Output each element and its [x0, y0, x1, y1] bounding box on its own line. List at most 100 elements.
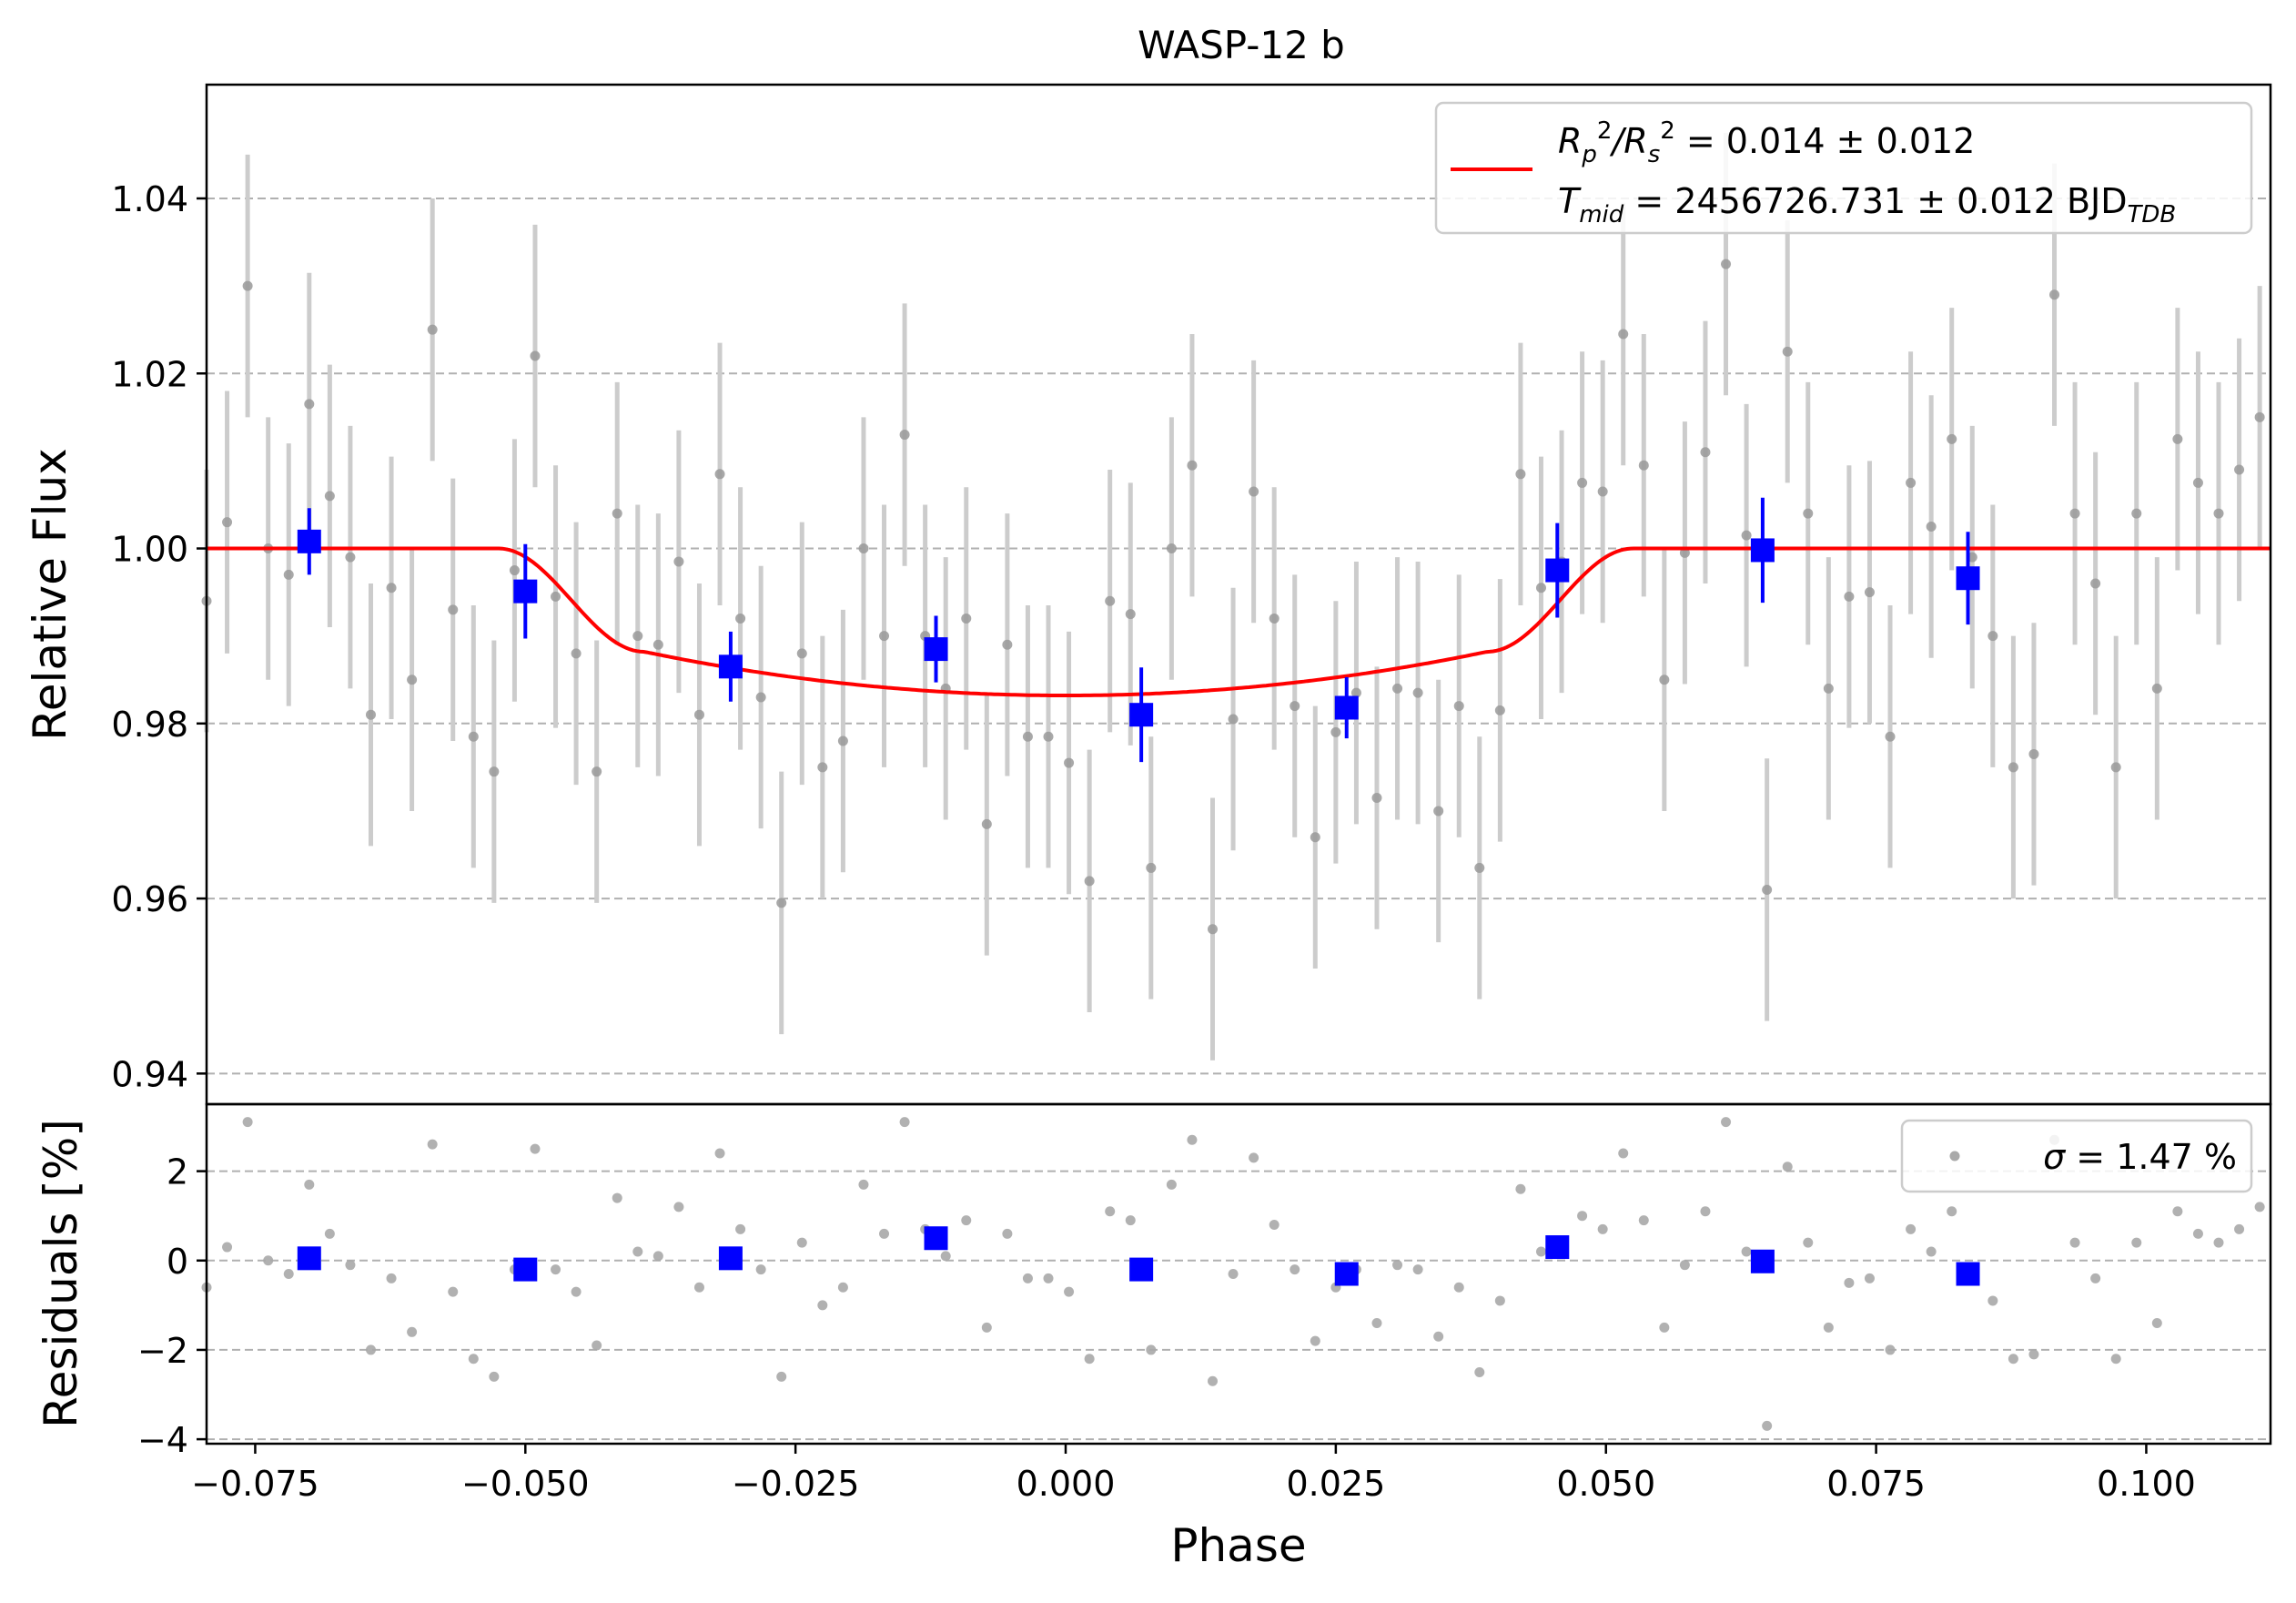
data-point — [632, 631, 643, 642]
residual-point — [571, 1286, 582, 1297]
residual-point — [879, 1228, 890, 1239]
data-point — [1208, 924, 1219, 935]
residual-point — [1535, 1246, 1546, 1257]
binned-point — [718, 654, 743, 679]
data-point — [837, 736, 848, 746]
residual-point — [345, 1260, 356, 1271]
legend-depth-text: Rp2/Rs2 = 0.014 ± 0.012 — [1558, 117, 1975, 168]
data-point — [222, 517, 233, 528]
data-point — [2008, 762, 2018, 773]
data-point — [1412, 687, 1423, 698]
residuals-y-ticks: −4 −2 0 2 — [137, 1152, 207, 1460]
residual-point — [2151, 1317, 2162, 1328]
residual-point — [961, 1215, 972, 1226]
residual-point — [592, 1340, 602, 1351]
residual-point — [1249, 1152, 1259, 1163]
residual-point — [2028, 1349, 2039, 1360]
data-point — [1926, 521, 1937, 532]
residual-point — [242, 1117, 253, 1128]
data-point — [652, 639, 663, 650]
data-point — [693, 709, 704, 720]
residual-point — [1474, 1366, 1485, 1377]
data-point — [530, 350, 541, 361]
data-point — [1906, 477, 1917, 488]
residual-point — [1166, 1179, 1177, 1190]
binned-point — [924, 637, 948, 662]
residual-point — [2131, 1237, 2142, 1248]
residual-point — [1269, 1220, 1279, 1231]
data-point — [1885, 731, 1896, 742]
residuals-binned-points — [297, 1226, 1980, 1286]
residual-point — [2254, 1202, 2265, 1212]
residual-point — [1105, 1206, 1116, 1217]
data-point — [1146, 862, 1157, 873]
residual-point — [817, 1300, 828, 1311]
data-point — [1864, 587, 1875, 598]
data-point — [879, 631, 890, 642]
residuals-legend-box — [1900, 1119, 2253, 1193]
residual-point — [386, 1273, 397, 1283]
x-tick-label: 0.025 — [1286, 1464, 1385, 1504]
residual-point — [222, 1242, 233, 1253]
data-point — [365, 709, 376, 720]
data-point — [489, 766, 500, 777]
legend-box — [1434, 101, 2253, 235]
data-point — [592, 766, 602, 777]
data-point — [673, 556, 684, 567]
transit-model-line — [207, 546, 2271, 697]
data-point — [1228, 714, 1239, 725]
residual-point — [427, 1139, 438, 1150]
data-point — [1638, 460, 1649, 471]
binned-point — [1750, 538, 1775, 563]
residual-point — [673, 1202, 684, 1212]
residual-point — [1084, 1354, 1095, 1365]
x-tick-label: 0.100 — [2097, 1464, 2196, 1504]
binned-residual-point — [513, 1257, 538, 1282]
data-point — [571, 648, 582, 659]
residual-point — [1208, 1375, 1219, 1386]
data-point — [1043, 731, 1054, 742]
data-point — [283, 569, 294, 580]
residual-point — [1290, 1264, 1300, 1275]
data-point — [1679, 547, 1690, 558]
residual-point — [1988, 1295, 1998, 1306]
residual-point — [1002, 1228, 1013, 1239]
data-point — [1064, 757, 1075, 768]
residual-point — [1577, 1211, 1588, 1222]
residual-point — [837, 1282, 848, 1293]
data-point — [612, 508, 622, 519]
data-point — [1392, 683, 1403, 694]
data-point — [1330, 726, 1341, 737]
data-point — [242, 280, 253, 291]
residual-point — [1700, 1206, 1711, 1217]
data-point — [1823, 683, 1834, 694]
residual-point — [1618, 1148, 1629, 1159]
lightcurve-legend: Rp2/Rs2 = 0.014 ± 0.012 Tmid = 2456726.7… — [1434, 101, 2253, 235]
data-point — [2131, 508, 2142, 519]
x-tick-label: 0.050 — [1556, 1464, 1655, 1504]
residual-point — [1228, 1269, 1239, 1279]
data-point — [1762, 884, 1773, 895]
residual-point — [2069, 1237, 2080, 1248]
binned-residual-point — [1334, 1262, 1359, 1286]
binned-point — [1129, 703, 1154, 727]
data-point — [509, 565, 520, 576]
residual-point — [2213, 1237, 2224, 1248]
data-point — [2090, 578, 2101, 589]
residual-point — [1310, 1335, 1320, 1346]
data-point — [1249, 486, 1259, 497]
data-point — [468, 731, 479, 742]
data-point — [2254, 411, 2265, 422]
residual-point — [858, 1179, 869, 1190]
data-point — [1618, 329, 1629, 340]
residual-point — [1515, 1183, 1526, 1194]
binned-residual-point — [924, 1226, 948, 1251]
binned-point — [1956, 566, 1980, 591]
data-point — [1988, 631, 1998, 642]
residual-point — [1926, 1246, 1937, 1257]
residuals-y-tick-label: 2 — [167, 1152, 188, 1192]
data-point — [1494, 705, 1505, 715]
binned-point — [297, 529, 321, 553]
data-point — [1947, 433, 1957, 444]
residual-point — [1721, 1117, 1732, 1128]
